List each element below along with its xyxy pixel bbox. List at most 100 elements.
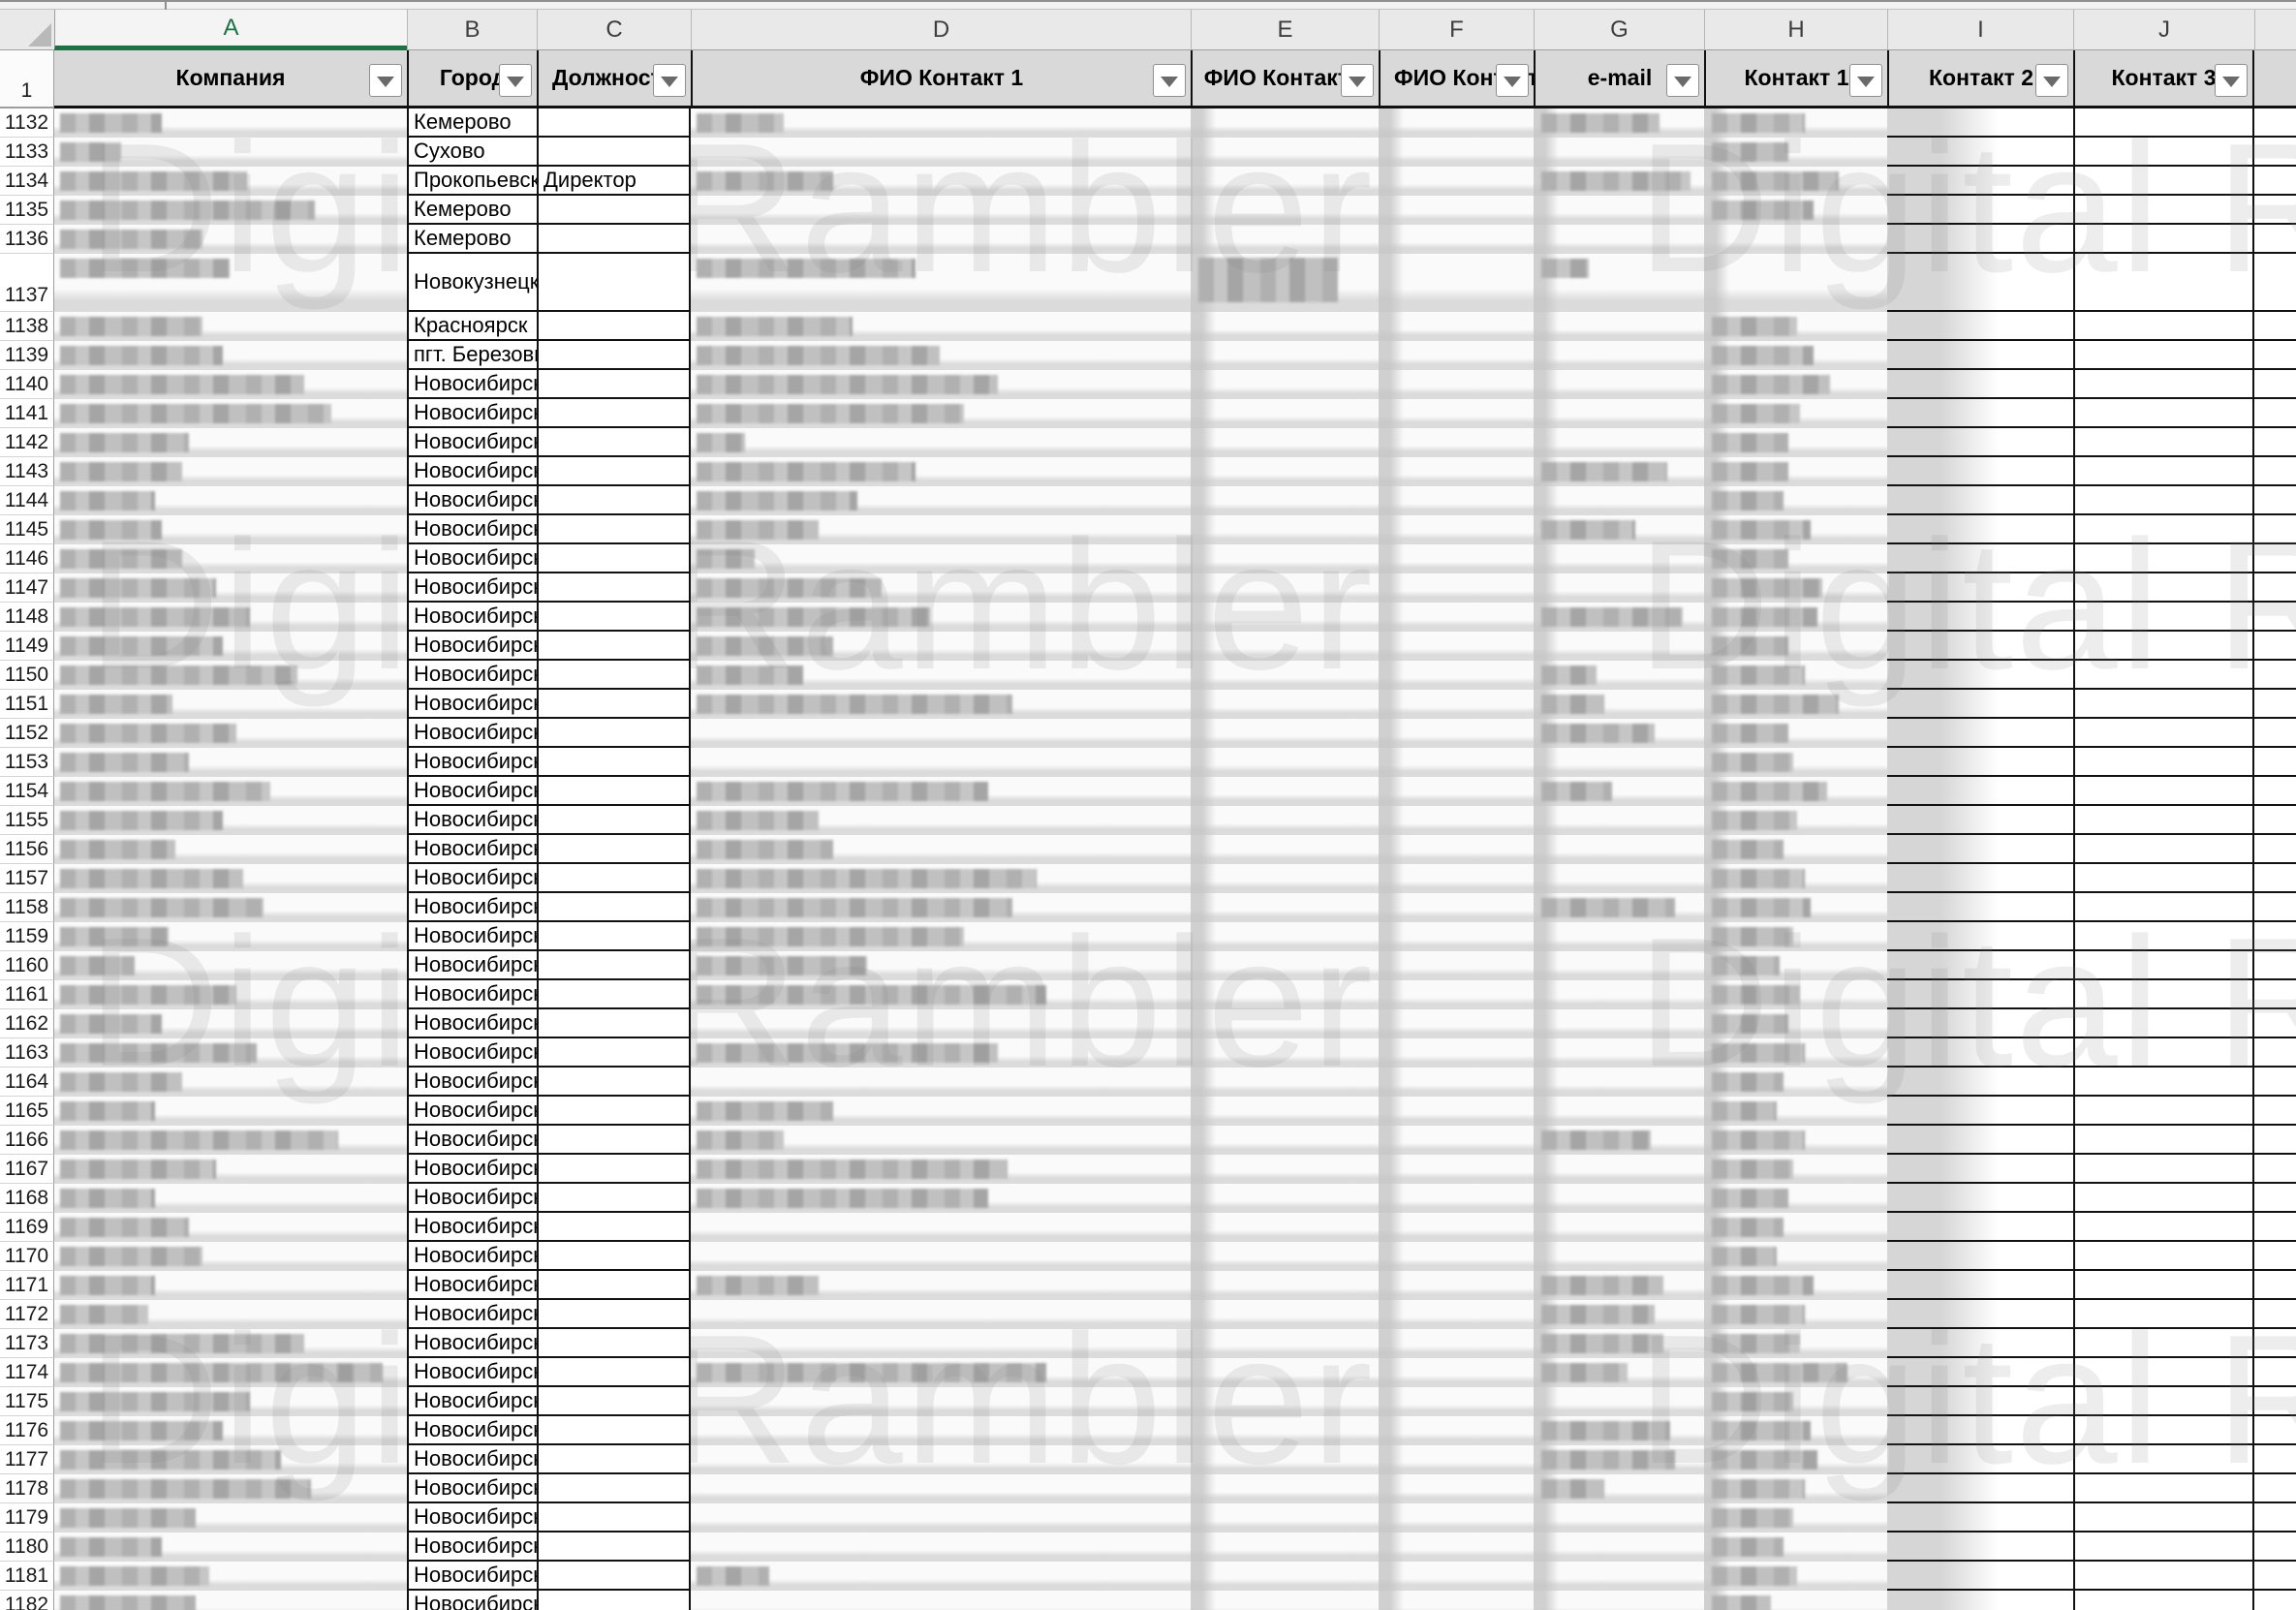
cell-K-1152[interactable] — [2254, 719, 2296, 748]
cell-E-1132-contact2-name-redacted[interactable] — [1191, 108, 1379, 138]
cell-J-1137[interactable] — [2073, 254, 2254, 312]
cell-G-1180-email-redacted[interactable] — [1534, 1533, 1704, 1562]
cell-A-1136-company-redacted[interactable] — [54, 225, 407, 254]
cell-K-1169[interactable] — [2254, 1213, 2296, 1242]
cell-C-1182-position[interactable] — [537, 1591, 691, 1610]
cell-J-1164[interactable] — [2073, 1068, 2254, 1097]
cell-H-1159-phone-redacted[interactable] — [1704, 922, 1887, 951]
cell-I-1171[interactable] — [1887, 1271, 2073, 1300]
cell-C-1141-position[interactable] — [537, 399, 691, 428]
cell-I-1182[interactable] — [1887, 1591, 2073, 1610]
cell-C-1135-position[interactable] — [537, 196, 691, 225]
cell-K-1137[interactable] — [2254, 254, 2296, 312]
cell-K-1135[interactable] — [2254, 196, 2296, 225]
cell-H-1149-phone-redacted[interactable] — [1704, 632, 1887, 661]
cell-K-1159[interactable] — [2254, 922, 2296, 951]
cell-I-1177[interactable] — [1887, 1445, 2073, 1474]
filter-button-F[interactable] — [1496, 64, 1529, 97]
cell-G-1181-email-redacted[interactable] — [1534, 1562, 1704, 1591]
cell-J-1155[interactable] — [2073, 806, 2254, 835]
cell-I-1133[interactable] — [1887, 138, 2073, 167]
cell-E-1159-contact2-name-redacted[interactable] — [1191, 922, 1379, 951]
cell-B-1147-city[interactable]: Новосибирск — [407, 573, 537, 603]
cell-I-1145[interactable] — [1887, 515, 2073, 544]
cell-J-1163[interactable] — [2073, 1038, 2254, 1068]
cell-F-1151-contact3-name-redacted[interactable] — [1379, 690, 1534, 719]
cell-I-1137[interactable] — [1887, 254, 2073, 312]
row-number-1160[interactable]: 1160 — [0, 951, 54, 980]
cell-G-1182-email-redacted[interactable] — [1534, 1591, 1704, 1610]
cell-E-1179-contact2-name-redacted[interactable] — [1191, 1503, 1379, 1533]
cell-A-1164-company-redacted[interactable] — [54, 1068, 407, 1097]
cell-E-1166-contact2-name-redacted[interactable] — [1191, 1126, 1379, 1155]
cell-E-1154-contact2-name-redacted[interactable] — [1191, 777, 1379, 806]
cell-B-1173-city[interactable]: Новосибирск — [407, 1329, 537, 1358]
row-number-1171[interactable]: 1171 — [0, 1271, 54, 1300]
cell-C-1180-position[interactable] — [537, 1533, 691, 1562]
cell-F-1133-contact3-name-redacted[interactable] — [1379, 138, 1534, 167]
cell-A-1135-company-redacted[interactable] — [54, 196, 407, 225]
cell-C-1150-position[interactable] — [537, 661, 691, 690]
cell-J-1142[interactable] — [2073, 428, 2254, 457]
cell-D-1165-contact1-name-redacted[interactable] — [691, 1097, 1191, 1126]
cell-C-1171-position[interactable] — [537, 1271, 691, 1300]
header-cell-B[interactable]: Город — [407, 50, 537, 108]
cell-C-1174-position[interactable] — [537, 1358, 691, 1387]
cell-D-1167-contact1-name-redacted[interactable] — [691, 1155, 1191, 1184]
cell-E-1163-contact2-name-redacted[interactable] — [1191, 1038, 1379, 1068]
cell-C-1133-position[interactable] — [537, 138, 691, 167]
cell-E-1164-contact2-name-redacted[interactable] — [1191, 1068, 1379, 1097]
cell-B-1139-city[interactable]: пгт. Березовка — [407, 341, 537, 370]
cell-A-1180-company-redacted[interactable] — [54, 1533, 407, 1562]
row-number-1151[interactable]: 1151 — [0, 690, 54, 719]
cell-J-1147[interactable] — [2073, 573, 2254, 603]
cell-K-1165[interactable] — [2254, 1097, 2296, 1126]
cell-G-1175-email-redacted[interactable] — [1534, 1387, 1704, 1416]
cell-G-1137-email-redacted[interactable] — [1534, 254, 1704, 312]
cell-H-1153-phone-redacted[interactable] — [1704, 748, 1887, 777]
cell-A-1143-company-redacted[interactable] — [54, 457, 407, 486]
cell-J-1170[interactable] — [2073, 1242, 2254, 1271]
cell-G-1141-email-redacted[interactable] — [1534, 399, 1704, 428]
cell-J-1159[interactable] — [2073, 922, 2254, 951]
cell-D-1164-contact1-name-redacted[interactable] — [691, 1068, 1191, 1097]
row-number-1149[interactable]: 1149 — [0, 632, 54, 661]
cell-H-1178-phone-redacted[interactable] — [1704, 1474, 1887, 1503]
row-number-1145[interactable]: 1145 — [0, 515, 54, 544]
row-number-1182[interactable]: 1182 — [0, 1591, 54, 1610]
cell-K-1141[interactable] — [2254, 399, 2296, 428]
header-cell-E[interactable]: ФИО Контакт 2 — [1191, 50, 1379, 108]
cell-G-1169-email-redacted[interactable] — [1534, 1213, 1704, 1242]
cell-A-1149-company-redacted[interactable] — [54, 632, 407, 661]
cell-J-1165[interactable] — [2073, 1097, 2254, 1126]
cell-F-1171-contact3-name-redacted[interactable] — [1379, 1271, 1534, 1300]
cell-J-1182[interactable] — [2073, 1591, 2254, 1610]
cell-D-1158-contact1-name-redacted[interactable] — [691, 893, 1191, 922]
header-cell-overflow[interactable] — [2254, 50, 2296, 108]
row-number-1181[interactable]: 1181 — [0, 1562, 54, 1591]
cell-G-1162-email-redacted[interactable] — [1534, 1009, 1704, 1038]
cell-H-1158-phone-redacted[interactable] — [1704, 893, 1887, 922]
cell-K-1158[interactable] — [2254, 893, 2296, 922]
cell-E-1165-contact2-name-redacted[interactable] — [1191, 1097, 1379, 1126]
cell-K-1160[interactable] — [2254, 951, 2296, 980]
row-number-1176[interactable]: 1176 — [0, 1416, 54, 1445]
cell-D-1166-contact1-name-redacted[interactable] — [691, 1126, 1191, 1155]
cell-A-1179-company-redacted[interactable] — [54, 1503, 407, 1533]
select-all-button[interactable] — [0, 10, 54, 50]
cell-G-1157-email-redacted[interactable] — [1534, 864, 1704, 893]
cell-F-1178-contact3-name-redacted[interactable] — [1379, 1474, 1534, 1503]
row-number-1167[interactable]: 1167 — [0, 1155, 54, 1184]
cell-B-1136-city[interactable]: Кемерово — [407, 225, 537, 254]
cell-B-1155-city[interactable]: Новосибирск — [407, 806, 537, 835]
cell-H-1141-phone-redacted[interactable] — [1704, 399, 1887, 428]
cell-A-1133-company-redacted[interactable] — [54, 138, 407, 167]
cell-C-1170-position[interactable] — [537, 1242, 691, 1271]
row-number-1175[interactable]: 1175 — [0, 1387, 54, 1416]
cell-D-1181-contact1-name-redacted[interactable] — [691, 1562, 1191, 1591]
cell-F-1158-contact3-name-redacted[interactable] — [1379, 893, 1534, 922]
cell-H-1155-phone-redacted[interactable] — [1704, 806, 1887, 835]
cell-D-1136-contact1-name-redacted[interactable] — [691, 225, 1191, 254]
cell-A-1150-company-redacted[interactable] — [54, 661, 407, 690]
cell-J-1168[interactable] — [2073, 1184, 2254, 1213]
